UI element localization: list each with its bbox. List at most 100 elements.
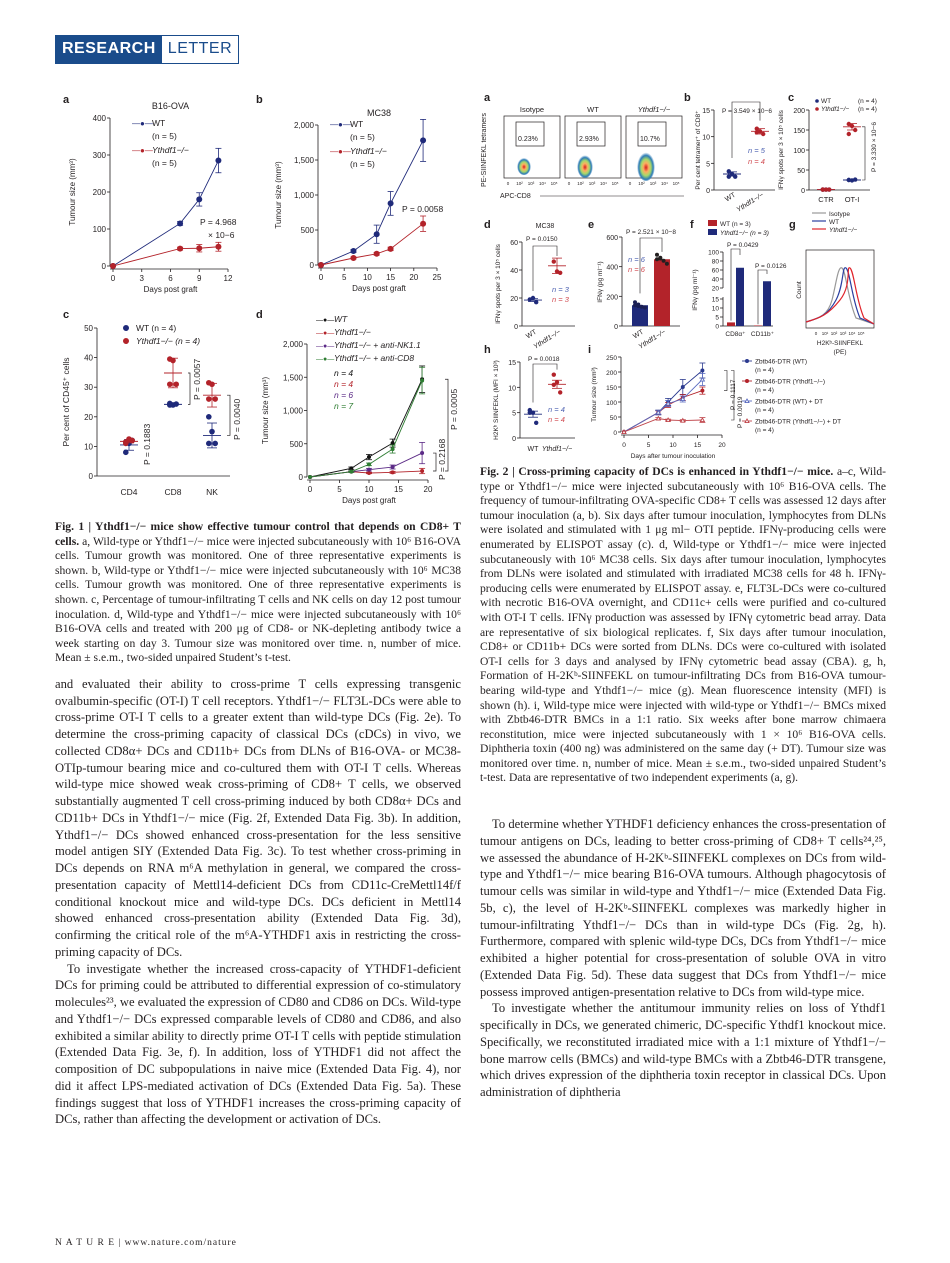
sample-size: n = 4 xyxy=(334,379,353,389)
y-tick-label: 40 xyxy=(712,277,720,284)
y-axis-label: Tumour size (mm³) xyxy=(591,367,598,422)
p-value: P = 3.549 × 10−6 xyxy=(722,108,772,115)
significance-bracket xyxy=(862,126,866,181)
y-tick-label: 150 xyxy=(606,385,617,392)
legend-label: Zbtb46-DTR (WT) + DT xyxy=(755,399,823,406)
data-point xyxy=(699,376,706,382)
legend-marker: —●— xyxy=(330,147,351,156)
y-tick-label: 15 xyxy=(508,360,516,367)
data-point xyxy=(726,174,731,179)
journal-name: N A T U R E xyxy=(55,1238,116,1248)
sample-size: n = 4 xyxy=(748,157,765,166)
flow-plot-title: WT xyxy=(587,105,599,114)
paragraph: and evaluated their ability to cross-pri… xyxy=(55,676,461,959)
significance-bracket xyxy=(731,370,735,421)
panel-label: a xyxy=(484,92,491,104)
data-point xyxy=(129,437,135,444)
journal-url[interactable]: www.nature.com/nature xyxy=(124,1238,237,1248)
sample-size: n = 7 xyxy=(334,401,353,411)
legend-label: (n = 4) xyxy=(755,367,774,374)
data-point xyxy=(177,245,184,252)
data-point xyxy=(308,475,312,479)
x-tick-label: 0 xyxy=(622,442,626,449)
legend-marker xyxy=(815,107,819,111)
significance-bracket xyxy=(188,372,191,405)
y-tick-label: 1,500 xyxy=(294,156,315,165)
figure-2-caption: Fig. 2 | Cross-priming capacity of DCs i… xyxy=(480,465,886,786)
data-point xyxy=(744,398,750,404)
x-axis-label: H2Kᵇ-SIINFEKL xyxy=(817,340,864,347)
y-axis-label: H2Kᵇ SIINFEKL (MFI × 10³) xyxy=(493,360,500,440)
y-tick-label: 100 xyxy=(793,148,805,155)
axis-tick-label: 10² xyxy=(516,181,523,186)
data-point xyxy=(699,417,706,423)
x-tick-label: WT xyxy=(528,446,540,453)
data-point xyxy=(206,440,212,447)
y-tick-label: 200 xyxy=(606,294,618,301)
data-point xyxy=(350,255,357,261)
axis-tick-label: 10⁵ xyxy=(551,181,558,186)
y-tick-label: 400 xyxy=(93,114,107,123)
y-tick-label: 0 xyxy=(299,473,304,482)
axis-tick-label: 10⁵ xyxy=(612,181,619,186)
x-tick-label: CD8α⁺ xyxy=(725,331,746,338)
axis-tick-label: 0 xyxy=(629,181,632,186)
data-point xyxy=(745,379,749,383)
significance-bracket xyxy=(532,245,558,291)
y-tick-label: 100 xyxy=(606,400,617,407)
legend-label: WT xyxy=(829,219,839,226)
data-point xyxy=(367,467,371,472)
data-point xyxy=(177,220,184,227)
data-point xyxy=(367,471,371,476)
cell-density xyxy=(577,154,593,178)
sample-size: n = 6 xyxy=(628,255,646,264)
x-tick-label: 5 xyxy=(342,273,347,282)
flow-plot-title: Ythdf1−/− xyxy=(638,105,671,114)
legend-label: (n = 4) xyxy=(755,407,774,414)
legend-label: (n = 4) xyxy=(755,387,774,394)
axis-tick-label: 10² xyxy=(638,181,645,186)
p-value: P = 0.0126 xyxy=(755,263,787,270)
x-tick-label: WT xyxy=(525,328,539,340)
x-tick-label: Ythdf1−/− xyxy=(736,192,765,214)
p-value: P = 0.0019 xyxy=(737,396,744,428)
legend-label: Ythdf1−/− xyxy=(334,327,371,337)
data-point xyxy=(700,388,705,393)
data-point xyxy=(173,381,179,388)
legend-label: Ythdf1−/− xyxy=(821,106,849,113)
legend-marker: —●— xyxy=(316,330,334,337)
data-point xyxy=(664,261,669,266)
data-point xyxy=(390,465,395,470)
x-tick-label: 25 xyxy=(433,273,442,282)
paragraph: To investigate whether the antitumour im… xyxy=(480,1001,886,1100)
y-axis-label: Tumour size (mm³) xyxy=(274,161,283,229)
legend-label: Ythdf1−/− (n = 3) xyxy=(720,230,769,237)
y-axis-label: IFNγ spots per 3 × 10⁵ cells xyxy=(495,243,502,324)
panel-label: e xyxy=(588,219,594,231)
cell-density xyxy=(637,151,655,181)
y-axis-label: IFNγ (pg ml⁻¹) xyxy=(597,261,604,302)
y-tick-label: 1,500 xyxy=(283,373,304,382)
data-point xyxy=(745,359,749,363)
y-tick-label: 200 xyxy=(793,108,805,115)
sample-size: n = 4 xyxy=(548,415,565,424)
y-tick-label: 40 xyxy=(510,268,518,275)
data-point xyxy=(700,368,705,373)
x-tick-label: 9 xyxy=(197,274,202,283)
panel-label: c xyxy=(63,309,69,321)
y-tick-label: 0 xyxy=(614,324,618,331)
y-tick-label: 5 xyxy=(512,411,516,418)
data-point xyxy=(196,245,203,252)
p-value: P = 0.0040 xyxy=(232,399,242,440)
axis-tick-label: 10² xyxy=(577,181,584,186)
panel-label: f xyxy=(690,219,694,231)
significance-bracket xyxy=(639,237,663,294)
data-point xyxy=(420,137,427,144)
figure-1-caption: Fig. 1 | Ythdf1−/− mice show effective t… xyxy=(55,520,461,666)
data-point xyxy=(633,300,637,305)
footer-separator: | xyxy=(115,1238,125,1248)
y-axis-label: Tumour size (mm³) xyxy=(68,158,77,226)
series-line xyxy=(623,379,703,433)
y-tick-label: 500 xyxy=(301,226,315,235)
